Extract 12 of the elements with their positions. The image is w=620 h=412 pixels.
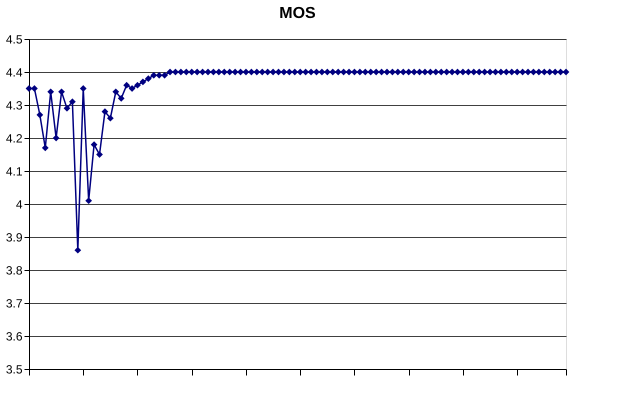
y-tick-label: 3.8	[6, 264, 23, 278]
y-tick-label: 4.4	[6, 66, 23, 80]
y-tick-label: 4.5	[6, 32, 23, 46]
y-tick-label: 3.7	[6, 296, 23, 310]
chart-title: MOS	[279, 5, 316, 22]
y-tick-label: 3.5	[6, 362, 23, 376]
y-tick-label: 4	[16, 198, 23, 212]
y-tick-label: 4.1	[6, 164, 23, 178]
y-tick-label: 3.9	[6, 230, 23, 244]
y-tick-label: 3.6	[6, 330, 23, 344]
y-tick-label: 4.2	[6, 132, 23, 146]
y-tick-label: 4.3	[6, 98, 23, 112]
